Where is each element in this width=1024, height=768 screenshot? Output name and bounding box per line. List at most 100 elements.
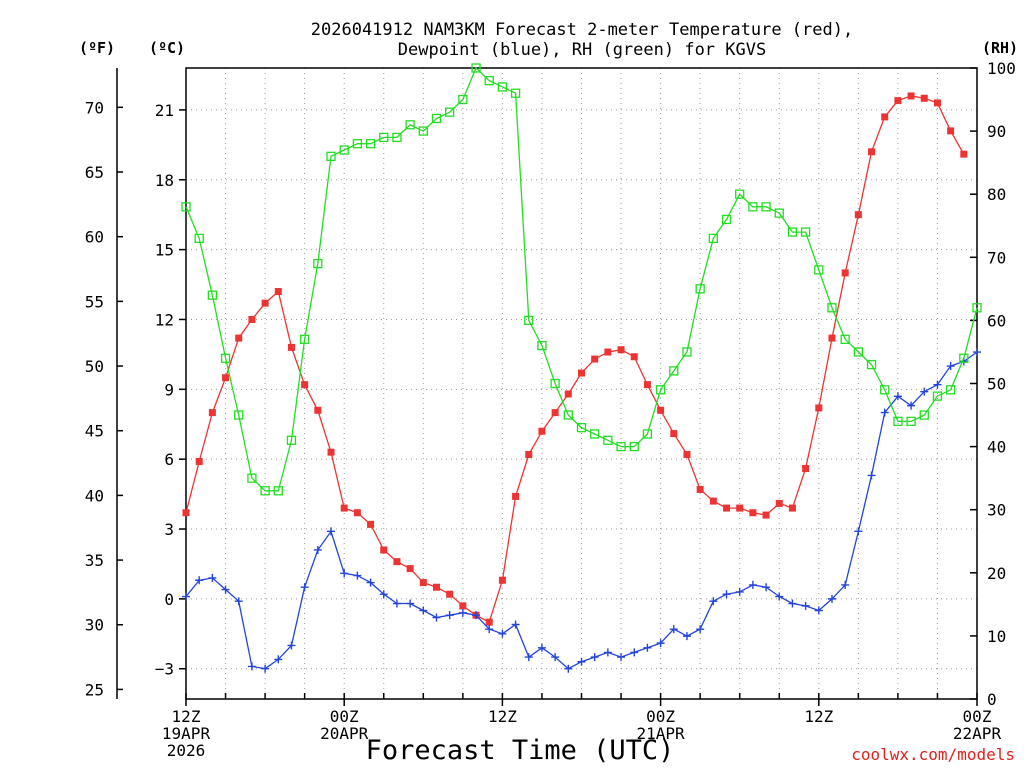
series-line	[185, 66, 978, 492]
fahrenheit-tick-label: 35	[85, 551, 104, 570]
temperature-point	[380, 546, 388, 554]
rh-point	[932, 391, 943, 401]
fahrenheit-tick-label: 45	[85, 422, 104, 441]
rh-point	[590, 429, 600, 439]
temperature-point	[195, 458, 203, 466]
temperature-point	[802, 464, 810, 472]
temperature-point	[854, 211, 862, 219]
rh-point	[405, 120, 415, 130]
temperature-point	[248, 315, 256, 323]
credit-link[interactable]: coolwx.com/models	[851, 745, 1015, 764]
rh-point	[365, 139, 376, 149]
dewpoint-point	[630, 648, 639, 657]
temperature-point	[314, 406, 322, 414]
dewpoint-point	[551, 653, 560, 662]
dewpoint-point	[933, 380, 942, 389]
rh-point	[945, 385, 956, 395]
temperature-point	[749, 509, 757, 517]
dewpoint-point	[788, 599, 797, 608]
fahrenheit-unit-label: (ºF)	[79, 39, 115, 57]
dewpoint-point	[287, 641, 296, 650]
rh-point	[273, 486, 283, 496]
dewpoint-point	[247, 662, 256, 671]
temperature-point	[736, 504, 744, 512]
temperature-point	[723, 504, 731, 512]
x-tick-label: 12Z	[172, 707, 201, 726]
dewpoint-point	[577, 657, 586, 666]
dewpoint-point	[274, 655, 283, 664]
rh-tick-label: 0	[987, 690, 997, 709]
chart-title: 2026041912 NAM3KM Forecast 2-meter Tempe…	[311, 20, 853, 60]
temperature-point	[538, 427, 546, 435]
temperature-point	[696, 485, 704, 493]
x-axis-label: Forecast Time (UTC)	[366, 735, 675, 766]
temperature-point	[947, 127, 955, 135]
series-layer	[181, 63, 982, 673]
dewpoint-point	[643, 643, 652, 652]
series-rh	[181, 63, 982, 496]
axes: −3 0 3 6 9 12 15 18 21 25 30 35 40 45 50 55 60 65 70 0 10 20 3…	[85, 59, 1016, 760]
dewpoint-point	[300, 583, 309, 592]
dewpoint-point	[366, 578, 375, 587]
rh-point	[616, 441, 626, 452]
temperature-point	[235, 334, 243, 342]
x-tick-label: 19APR	[162, 724, 211, 743]
rh-point	[194, 233, 204, 244]
fahrenheit-tick-label: 40	[85, 486, 104, 505]
dewpoint-point	[498, 629, 507, 638]
celsius-tick-label: 9	[164, 380, 174, 399]
dewpoint-point	[907, 401, 916, 410]
temperature-point	[815, 404, 823, 412]
temperature-point	[881, 113, 889, 121]
temperature-point	[287, 343, 295, 351]
rh-point	[286, 435, 297, 445]
temperature-point	[933, 99, 941, 107]
rh-point	[352, 139, 363, 149]
dewpoint-point	[735, 587, 744, 596]
rh-point	[392, 132, 402, 143]
dewpoint-point	[445, 611, 454, 620]
x-tick-label: 21APR	[637, 724, 686, 743]
celsius-tick-label: 21	[155, 101, 174, 120]
series-line	[185, 351, 978, 670]
temperature-point	[446, 590, 454, 598]
dewpoint-point	[946, 362, 955, 371]
dewpoint-point	[234, 597, 243, 606]
dewpoint-point	[458, 608, 467, 617]
rh-point	[642, 429, 653, 439]
celsius-tick-label: 12	[155, 310, 174, 329]
rh-tick-label: 60	[987, 311, 1006, 330]
dewpoint-point	[432, 613, 441, 622]
temperature-point	[709, 497, 717, 505]
rh-point	[563, 410, 573, 420]
rh-point	[234, 410, 244, 420]
rh-point	[247, 473, 257, 483]
fahrenheit-tick-label: 55	[85, 292, 104, 311]
fahrenheit-tick-label: 30	[85, 616, 104, 635]
rh-point	[787, 227, 798, 237]
celsius-unit-label: (ºC)	[149, 39, 185, 57]
rh-tick-label: 90	[987, 122, 1006, 141]
dewpoint-point	[511, 620, 520, 629]
rh-tick-label: 20	[987, 564, 1006, 583]
dewpoint-point	[353, 571, 362, 580]
series-line	[185, 95, 965, 624]
dewpoint-point	[208, 573, 217, 582]
rh-point	[471, 63, 481, 73]
fahrenheit-tick-label: 25	[85, 680, 104, 699]
temperature-point	[630, 353, 638, 361]
rh-point	[919, 410, 929, 420]
dewpoint-point	[893, 392, 902, 401]
rh-point	[326, 151, 336, 161]
dewpoint-point	[827, 594, 836, 603]
rh-point	[576, 423, 587, 433]
celsius-tick-label: 3	[164, 520, 174, 539]
x-tick-label: 22APR	[953, 724, 1002, 743]
dewpoint-point	[485, 625, 494, 634]
temperature-point	[261, 299, 269, 307]
temperature-point	[578, 369, 585, 377]
temperature-point	[525, 451, 533, 459]
rh-point	[339, 145, 349, 155]
rh-point	[603, 435, 613, 445]
